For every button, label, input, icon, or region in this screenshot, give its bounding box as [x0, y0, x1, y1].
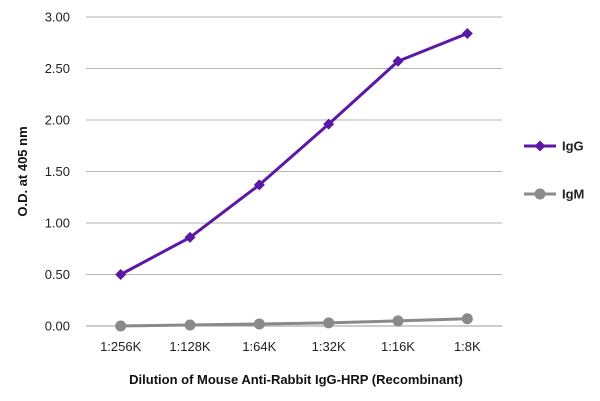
legend-label: IgM: [562, 187, 584, 202]
y-axis-title: O.D. at 405 nm: [15, 126, 30, 216]
data-point-igg: [184, 231, 196, 243]
x-tick-label: 1:32K: [312, 339, 346, 354]
data-point-igm: [184, 319, 196, 331]
y-tick-label: 1.50: [45, 164, 70, 179]
data-point-igg: [253, 179, 265, 191]
data-point-igm: [392, 315, 404, 327]
y-tick-label: 2.00: [45, 113, 70, 128]
data-point-igg: [461, 27, 473, 39]
gridlines: [86, 16, 502, 275]
series-line-igg: [119, 32, 468, 276]
series-igg: [115, 27, 473, 280]
legend-marker-igm: [534, 188, 546, 200]
x-tick-label: 1:64K: [242, 339, 276, 354]
x-tick-label: 1:8K: [454, 339, 481, 354]
data-point-igg: [323, 118, 335, 130]
series-group: [115, 27, 473, 332]
y-tick-label: 3.00: [45, 10, 70, 25]
y-tick-label: 2.50: [45, 61, 70, 76]
y-tick-label: 0.00: [45, 319, 70, 334]
x-tick-label: 1:128K: [169, 339, 211, 354]
legend: IgG IgM: [524, 139, 584, 202]
x-tick-label: 1:16K: [381, 339, 415, 354]
data-point-igg: [115, 269, 127, 280]
data-point-igm: [115, 320, 127, 332]
y-tick-label: 1.00: [45, 216, 70, 231]
data-point-igm: [253, 318, 265, 330]
data-point-igm: [461, 313, 473, 325]
x-axis-title: Dilution of Mouse Anti-Rabbit IgG-HRP (R…: [129, 372, 463, 387]
legend-marker-igg: [534, 140, 546, 152]
legend-label: IgG: [562, 139, 584, 154]
data-point-igg: [392, 55, 404, 67]
series-igm: [115, 313, 473, 332]
x-tick-label: 1:256K: [100, 339, 142, 354]
x-tick-labels: 1:256K 1:128K 1:64K 1:32K 1:16K 1:8K: [100, 339, 481, 354]
y-tick-label: 0.50: [45, 267, 70, 282]
legend-item-igm: IgM: [524, 187, 584, 202]
data-point-igm: [323, 317, 335, 329]
y-tick-labels: 0.00 0.50 1.00 1.50 2.00 2.50 3.00: [45, 10, 70, 334]
series-line-igm: [120, 317, 468, 328]
legend-item-igg: IgG: [524, 139, 584, 154]
